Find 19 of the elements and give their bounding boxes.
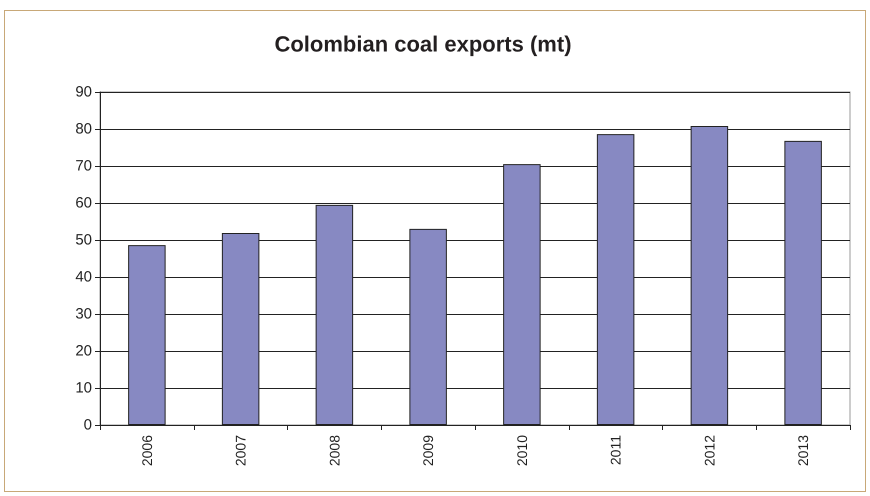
x-tick-label: 2008	[326, 434, 342, 466]
x-tick-label: 2013	[795, 434, 812, 466]
y-tick-label: 50	[75, 232, 92, 248]
x-tick-label: 2011	[608, 434, 624, 466]
x-tick-label: 2007	[232, 434, 249, 466]
x-tick-label: 2010	[514, 434, 530, 466]
chart-title: Colombian coal exports (mt)	[274, 32, 572, 56]
y-tick-label: 0	[84, 416, 92, 434]
x-tick-label: 2009	[420, 434, 436, 466]
y-tick-label: 60	[75, 194, 92, 212]
y-tick-label: 30	[75, 306, 92, 322]
y-tick-label: 90	[75, 84, 92, 100]
y-tick-label: 10	[75, 380, 92, 396]
x-tick-label: 2006	[138, 434, 155, 466]
y-tick-label: 80	[75, 120, 92, 138]
y-tick-label: 40	[75, 268, 92, 286]
y-tick-label: 20	[75, 342, 92, 360]
x-tick-label: 2012	[701, 434, 718, 466]
y-tick-label: 70	[75, 158, 92, 174]
